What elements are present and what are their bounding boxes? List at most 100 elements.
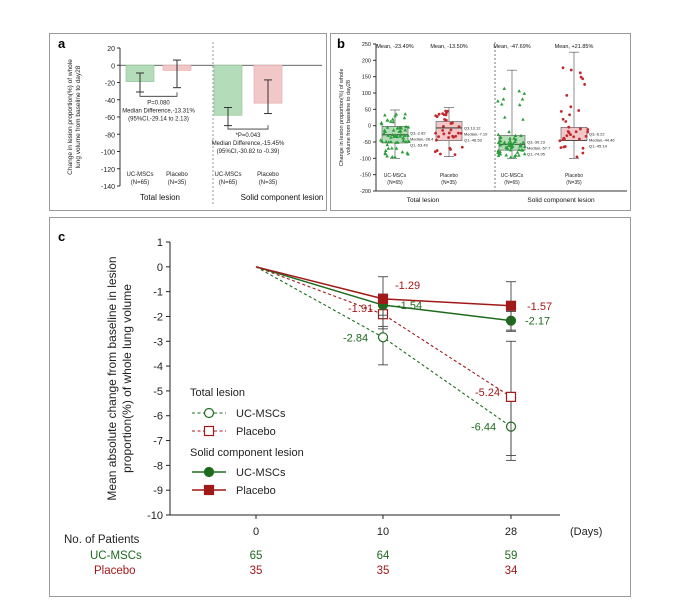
panel-c-ytick-label: 1 [157, 237, 163, 249]
panel-b-group-label: Solid component lesion [527, 197, 595, 204]
panel-c-legend-label: Placebo [236, 426, 276, 438]
panel-b-point [404, 124, 408, 129]
panel-b-box-label: UC-MSCs [384, 173, 407, 179]
panel-b-mean-label: Mean, -47.69% [493, 44, 530, 50]
panel-b-point [578, 71, 582, 75]
panel-a-bar-label: Placebo [257, 172, 279, 178]
panel-c-ytick-label: -1 [153, 287, 163, 299]
panel-b-point [561, 66, 565, 70]
panel-a-stat-text: Median Difference,-15.45% [212, 141, 285, 147]
panel-b-point [442, 113, 446, 117]
panel-a-stat-text: (95%CI,-30.82 to -0.39) [217, 149, 280, 155]
panel-b-point [517, 103, 522, 107]
panel-b-point [451, 121, 454, 125]
panel-a-ytick-label: 20 [107, 46, 115, 53]
panel-b-point [498, 150, 502, 154]
panel-b-point [501, 97, 506, 101]
panel-b-point [506, 141, 511, 145]
panel-b-point [515, 150, 520, 154]
panel-b-point [569, 105, 573, 109]
panel-b-point [435, 115, 439, 118]
panel-c-data-label: -1.57 [527, 301, 552, 313]
panel-c-ylabel-line: Mean absolute change from baseline in le… [105, 256, 119, 500]
panel-b-box-label: UC-MSCs [501, 173, 524, 179]
panel-b-point [586, 128, 590, 131]
panel-b-quartile-label: Q1,-74.95 [527, 151, 546, 156]
panel-b-point [572, 135, 576, 139]
panel-b-point [502, 115, 507, 119]
panel-c-data-label: -6.44 [471, 422, 496, 434]
panel-b-box-plot: b 250 200 150 100 50 0 -50 -100 -150 -200 Change in… [330, 33, 631, 211]
panel-c-xtick-label: 10 [377, 526, 389, 538]
panel-c-legend-marker [203, 466, 215, 478]
panel-c-legend-marker [203, 425, 215, 437]
panel-c-patients-count: 35 [250, 565, 263, 577]
panel-b-point [385, 142, 390, 147]
panel-b-point [496, 148, 501, 153]
panel-b-point [508, 155, 513, 159]
panel-a-bar-label: UC-MSCs [127, 172, 154, 178]
panel-b-point [454, 134, 458, 138]
panel-b-quartile-label: Q3,13.12 [464, 125, 481, 130]
panel-b-point [402, 116, 407, 120]
panel-b-ytick-label: 100 [362, 91, 371, 97]
panel-c-legend-label: UC-MSCs [236, 408, 286, 420]
panel-b-point [402, 133, 407, 137]
panel-a-ytick-label: -60 [105, 115, 115, 122]
panel-c-point [377, 293, 389, 304]
panel-b-point [392, 134, 396, 139]
panel-b-point [382, 131, 386, 135]
panel-b-ytick-label: -150 [360, 173, 371, 179]
panel-b-point [584, 134, 588, 138]
panel-b-point [581, 77, 585, 81]
panel-b-point [405, 151, 410, 155]
panel-b-point [388, 119, 393, 123]
panel-c-series-line [255, 266, 512, 428]
panel-b-point [459, 132, 463, 135]
panel-b-point [507, 129, 511, 134]
panel-b-point [508, 148, 513, 152]
panel-c-patients-count: 64 [377, 550, 390, 562]
panel-b-point [446, 109, 449, 113]
panel-c-point [505, 300, 517, 311]
panel-b-ytick-label: 200 [362, 58, 371, 64]
panel-b-point [577, 109, 581, 112]
panel-c-ytick-label: -5 [153, 386, 163, 398]
panel-c-ytick-label: -4 [153, 361, 163, 373]
panel-b-point [504, 153, 509, 157]
panel-b-point [500, 102, 504, 106]
panel-c-ytick-label: -7 [153, 436, 163, 448]
panel-b-ylabel-line: Change in lesion proportion(%) of whole [339, 69, 345, 167]
panel-c-ylabel-line: proportion(%) of whole lung volume [120, 284, 134, 473]
panel-c-series-line [255, 266, 512, 398]
panel-b-ytick-label: 0 [368, 124, 371, 130]
panel-b-point [506, 143, 511, 147]
panel-c-legend-title-solid: Solid component lesion [190, 447, 304, 459]
panel-b-point [434, 131, 438, 135]
panel-b-point [496, 150, 500, 154]
panel-b-point [522, 91, 527, 95]
panel-b-ytick-label: -200 [360, 189, 371, 195]
panel-b-point [385, 125, 390, 129]
panel-b-point [512, 136, 516, 140]
panel-a-ytick-label: 0 [111, 63, 115, 70]
panel-b-point [520, 97, 525, 101]
panel-a-bracket [227, 125, 269, 130]
panel-c-legend-marker [203, 407, 215, 419]
panel-c-svg: c 10-1-2-3-4-5-6-7-8-9-100 10 28 (Days)Mean … [58, 229, 602, 577]
panel-b-point [394, 146, 399, 150]
panel-b-point [441, 128, 445, 132]
panel-b-point [390, 146, 394, 150]
panel-b-point [401, 136, 406, 140]
panel-b-point [522, 152, 527, 156]
panel-c-legend-title-total: Total lesion [190, 387, 245, 399]
panel-c-data-label: -1.29 [395, 280, 420, 292]
panel-b-point [513, 133, 518, 137]
panel-c-patients-row-label: Placebo [94, 565, 136, 577]
panel-b-point [393, 155, 397, 159]
panel-b-point [437, 135, 440, 139]
panel-c-xtick-label: 0 [253, 526, 259, 538]
panel-b-point [569, 133, 572, 137]
panel-b-ytick-label: -50 [363, 140, 371, 146]
panel-b-point [569, 68, 573, 72]
